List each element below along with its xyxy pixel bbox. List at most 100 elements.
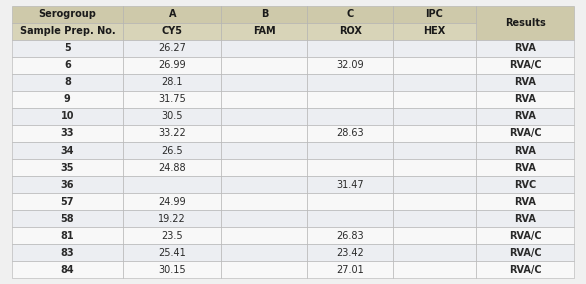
Bar (393, 125, 476, 142)
Bar (222, 125, 307, 142)
Text: 10: 10 (60, 111, 74, 122)
Bar (12, 57, 123, 74)
Text: RVA: RVA (514, 111, 536, 122)
Bar (123, 57, 222, 74)
Bar (307, 108, 393, 125)
Bar (476, 142, 574, 159)
Bar (393, 193, 476, 210)
Bar (123, 142, 222, 159)
Text: 33.22: 33.22 (158, 128, 186, 139)
Bar (476, 176, 574, 193)
Bar (393, 40, 476, 57)
Bar (307, 142, 393, 159)
Bar (222, 244, 307, 261)
Text: CY5: CY5 (162, 26, 183, 36)
Bar (12, 91, 123, 108)
Bar (123, 210, 222, 227)
Text: 34: 34 (60, 145, 74, 156)
Bar (393, 142, 476, 159)
Text: RVA/C: RVA/C (509, 248, 541, 258)
Text: 19.22: 19.22 (158, 214, 186, 224)
Text: 5: 5 (64, 43, 71, 53)
Text: Results: Results (505, 18, 546, 28)
Text: RVC: RVC (514, 179, 536, 190)
Bar (222, 108, 307, 125)
Bar (476, 57, 574, 74)
Bar (307, 125, 393, 142)
Text: C: C (346, 9, 354, 19)
Text: 58: 58 (60, 214, 74, 224)
Bar (123, 91, 222, 108)
Text: Serogroup: Serogroup (39, 9, 96, 19)
Text: 32.09: 32.09 (336, 60, 364, 70)
Bar (12, 142, 123, 159)
Bar (393, 261, 476, 278)
Bar (307, 210, 393, 227)
Text: RVA/C: RVA/C (509, 60, 541, 70)
Bar (12, 125, 123, 142)
Bar (123, 23, 222, 40)
Bar (12, 210, 123, 227)
Bar (12, 6, 123, 23)
Bar (12, 23, 123, 40)
Bar (222, 74, 307, 91)
Bar (393, 91, 476, 108)
Text: B: B (261, 9, 268, 19)
Text: RVA/C: RVA/C (509, 128, 541, 139)
Bar (12, 108, 123, 125)
Bar (222, 261, 307, 278)
Text: RVA: RVA (514, 145, 536, 156)
Bar (307, 74, 393, 91)
Bar (12, 176, 123, 193)
Text: A: A (168, 9, 176, 19)
Text: 9: 9 (64, 94, 71, 105)
Bar (307, 193, 393, 210)
Text: 23.42: 23.42 (336, 248, 364, 258)
Bar (393, 74, 476, 91)
Bar (222, 6, 307, 23)
Bar (476, 193, 574, 210)
Bar (123, 159, 222, 176)
Text: RVA/C: RVA/C (509, 265, 541, 275)
Text: 83: 83 (60, 248, 74, 258)
Bar (123, 125, 222, 142)
Bar (393, 176, 476, 193)
Bar (476, 108, 574, 125)
Bar (307, 227, 393, 244)
Bar (123, 40, 222, 57)
Bar (476, 74, 574, 91)
Bar (393, 23, 476, 40)
Bar (12, 159, 123, 176)
Bar (393, 6, 476, 23)
Bar (393, 227, 476, 244)
Text: RVA: RVA (514, 197, 536, 207)
Text: 31.75: 31.75 (158, 94, 186, 105)
Text: 27.01: 27.01 (336, 265, 364, 275)
Bar (307, 244, 393, 261)
Text: RVA: RVA (514, 94, 536, 105)
Bar (12, 193, 123, 210)
Bar (307, 23, 393, 40)
Bar (222, 142, 307, 159)
Text: 25.41: 25.41 (158, 248, 186, 258)
Text: 24.99: 24.99 (158, 197, 186, 207)
Bar (12, 244, 123, 261)
Bar (393, 57, 476, 74)
Text: 26.5: 26.5 (161, 145, 183, 156)
Bar (307, 91, 393, 108)
Bar (12, 40, 123, 57)
Bar (476, 227, 574, 244)
Text: 28.1: 28.1 (162, 77, 183, 87)
Text: 26.83: 26.83 (336, 231, 364, 241)
Bar (222, 176, 307, 193)
Bar (476, 261, 574, 278)
Bar (393, 210, 476, 227)
Text: 28.63: 28.63 (336, 128, 364, 139)
Text: 81: 81 (60, 231, 74, 241)
Bar (393, 108, 476, 125)
Text: FAM: FAM (253, 26, 275, 36)
Text: RVA/C: RVA/C (509, 231, 541, 241)
Text: 31.47: 31.47 (336, 179, 364, 190)
Bar (123, 74, 222, 91)
Bar (123, 193, 222, 210)
